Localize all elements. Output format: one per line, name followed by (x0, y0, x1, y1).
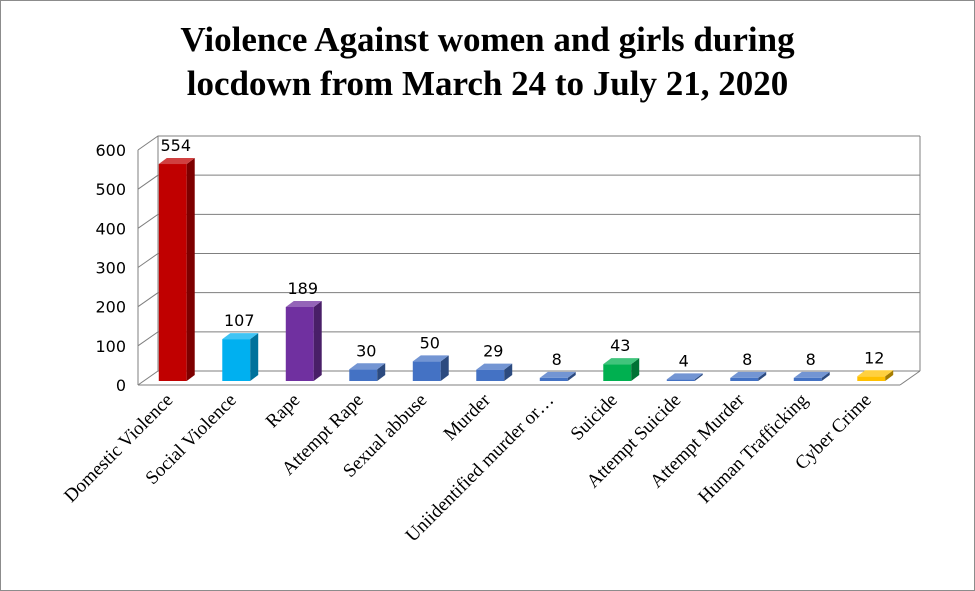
bar (476, 363, 513, 381)
bar-top (793, 371, 830, 378)
y-tick-label: 0 (116, 376, 126, 395)
bar-top (349, 363, 386, 370)
floor-right-edge (899, 370, 921, 386)
chart-title-line-1: Violence Against women and girls during (180, 20, 795, 59)
bar-side (440, 355, 449, 381)
y-tick-label: 400 (95, 219, 126, 238)
x-tick-label: Suicide (567, 390, 622, 445)
bar-side (186, 158, 195, 381)
bar-top (412, 355, 449, 362)
gridline (137, 174, 920, 190)
y-tick-label: 500 (95, 180, 126, 199)
bar-top (666, 373, 703, 380)
y-tick-label: 300 (95, 259, 126, 278)
bar-front (666, 379, 695, 381)
y-tick-label: 200 (95, 298, 126, 317)
bar-front (158, 164, 187, 381)
bar-front (412, 361, 441, 381)
x-tick-label: Murder (440, 389, 496, 445)
data-label: 50 (420, 333, 440, 352)
data-label: 554 (160, 136, 191, 155)
data-label: 29 (483, 342, 503, 361)
bar-top (730, 371, 767, 378)
bar-top (285, 300, 322, 307)
x-tick-label: Human Trafficking (694, 389, 812, 507)
bar-top (603, 358, 640, 365)
gridline (137, 253, 920, 268)
bar-side (250, 333, 259, 381)
x-tick-label: Rape (262, 390, 304, 432)
y-tick-label: 600 (95, 141, 126, 160)
bar-top (857, 370, 894, 377)
bar-top (539, 371, 576, 378)
bar-front (476, 369, 505, 381)
bar-front (603, 364, 632, 381)
data-label: 107 (224, 311, 255, 330)
bar-side (567, 371, 576, 381)
data-label: 43 (610, 336, 630, 355)
bar-front (539, 377, 568, 381)
bar-side (821, 371, 830, 381)
x-tick-label: Domestic Violence (60, 390, 177, 507)
bar (285, 300, 322, 381)
gridline (137, 213, 920, 229)
bar (158, 158, 195, 381)
bar-side (694, 373, 703, 381)
bar-side (504, 363, 513, 381)
bar (730, 371, 767, 381)
bar (666, 373, 703, 381)
bar-side (885, 370, 894, 381)
bar (539, 371, 576, 381)
data-label: 8 (552, 350, 562, 369)
bar-front (730, 377, 759, 381)
bar-front (222, 339, 251, 381)
data-label: 189 (287, 279, 318, 298)
chart-title: Violence Against women and girls during … (0, 18, 975, 106)
data-label: 8 (806, 350, 816, 369)
data-label: 30 (356, 341, 376, 360)
gridline (137, 292, 920, 308)
bar (412, 355, 449, 381)
bar (857, 370, 894, 381)
bar-front (285, 306, 314, 381)
bar-side (631, 358, 640, 381)
bar-front (349, 369, 378, 381)
bar-top (158, 158, 195, 165)
bar (222, 333, 259, 381)
y-tick-label: 100 (95, 337, 126, 356)
bar-side (377, 363, 386, 381)
bar-top (222, 333, 259, 340)
bar-side (313, 300, 322, 381)
data-label: 4 (679, 351, 689, 370)
bar (603, 358, 640, 381)
bar-front (857, 376, 886, 381)
gridline (137, 135, 920, 151)
data-label: 8 (742, 350, 752, 369)
bar-front (793, 377, 822, 381)
bar (793, 371, 830, 381)
bar (349, 363, 386, 381)
data-label: 12 (864, 348, 884, 367)
bar-top (476, 363, 513, 370)
chart-title-line-2: locdown from March 24 to July 21, 2020 (186, 64, 789, 103)
bar-side (758, 371, 767, 381)
